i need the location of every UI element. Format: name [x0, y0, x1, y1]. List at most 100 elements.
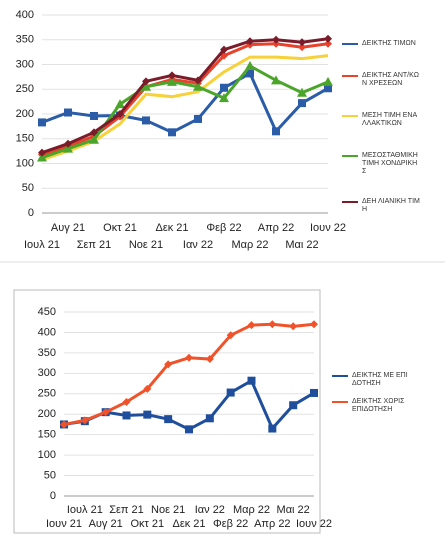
marker: [64, 139, 72, 148]
marker: [310, 320, 318, 329]
marker: [141, 81, 151, 91]
legend-entry: ΜΕΣΟΣΤΑΘΜΙΚΗ ΤΙΜΗ ΧΟΝΔΡΙΚΗΣ: [342, 152, 420, 176]
x-tick-label: Ιουν 21: [46, 518, 82, 530]
marker: [226, 388, 235, 397]
series-line: [41, 64, 329, 159]
legend-swatch: [342, 155, 358, 157]
legend-label: ΜΕΣΟΣΤΑΘΜΙΚΗ ΤΙΜΗ ΧΟΝΔΡΙΚΗΣ: [362, 152, 418, 175]
marker: [272, 35, 280, 44]
x-tick-label: Απρ 22: [254, 518, 290, 530]
y-tick-label: 300: [38, 367, 56, 379]
legend-entry: ΔΕΙΚΤΗΣ ΜΕ ΕΠΙΔΟΤΗΣΗ: [332, 372, 410, 388]
marker: [271, 75, 281, 85]
y-tick-label: 0: [28, 207, 34, 219]
marker: [324, 84, 332, 93]
legend-label: ΔΕΙΚΤΗΣ ΧΩΡΙΣ ΕΠΙΔΟΤΗΣΗ: [352, 398, 405, 413]
marker: [38, 118, 46, 127]
marker: [89, 134, 99, 144]
legend-entry: ΔΕΙΚΤΗΣ ΑΝΤ/ΚΩΝ ΧΡΕΣΕΩΝ: [342, 72, 420, 88]
y-tick-label: 200: [16, 108, 34, 120]
legend-swatch: [342, 115, 358, 117]
marker: [60, 420, 68, 429]
legend-entry: ΜΕΣΗ ΤΙΜΗ ΕΝΑΛΛΑΚΤΙΚΩΝ: [342, 112, 420, 128]
marker: [115, 99, 125, 109]
legend-label: ΔΕΗ ΛΙΑΝΙΚΗ ΤΙΜΗ: [362, 198, 420, 213]
marker: [90, 111, 98, 120]
y-tick-label: 50: [22, 182, 34, 194]
legend-label: ΔΕΙΚΤΗΣ ΤΙΜΩΝ: [362, 40, 416, 47]
marker: [194, 114, 202, 123]
marker: [247, 321, 256, 330]
y-tick-label: 200: [38, 408, 56, 420]
marker: [323, 76, 333, 86]
legend-swatch: [342, 43, 358, 45]
y-tick-label: 350: [38, 347, 56, 359]
marker: [205, 414, 214, 423]
x-tick-label: Ιουν 22: [296, 518, 332, 530]
marker: [164, 415, 173, 424]
marker: [64, 108, 72, 117]
y-tick-label: 150: [38, 429, 56, 441]
x-tick-label: Φεβ 22: [206, 222, 241, 234]
series-line: [63, 378, 315, 432]
marker: [246, 37, 254, 46]
marker: [272, 127, 280, 136]
x-tick-label: Οκτ 21: [103, 222, 137, 234]
marker: [142, 77, 150, 86]
legend-entry: ΔΕΙΚΤΗΣ ΤΙΜΩΝ: [342, 40, 420, 48]
y-tick-label: 50: [44, 469, 56, 481]
x-tick-label: Μαρ 22: [233, 504, 270, 516]
marker: [205, 355, 214, 364]
x-tick-label: Ιαν 22: [183, 239, 213, 251]
y-tick-label: 450: [38, 306, 56, 318]
marker: [226, 331, 235, 340]
marker: [185, 425, 193, 434]
marker: [220, 83, 228, 92]
legend-swatch: [332, 401, 348, 403]
x-tick-label: Αυγ 21: [51, 222, 85, 234]
legend-label: ΔΕΙΚΤΗΣ ΑΝΤ/ΚΩΝ ΧΡΕΣΕΩΝ: [362, 72, 420, 87]
marker: [122, 397, 131, 406]
marker: [289, 322, 298, 331]
marker: [168, 128, 176, 137]
x-tick-label: Μαρ 22: [231, 239, 268, 251]
marker: [324, 34, 332, 43]
series-line: [41, 71, 329, 135]
legend-swatch: [342, 75, 358, 77]
x-tick-label: Δεκ 21: [172, 518, 205, 530]
marker: [37, 152, 47, 162]
marker: [298, 43, 306, 52]
series-line: [41, 42, 329, 157]
y-tick-label: 0: [50, 490, 56, 502]
x-tick-label: Αυγ 21: [89, 518, 123, 530]
legend-label: ΜΕΣΗ ΤΙΜΗ ΕΝΑΛΛΑΚΤΙΚΩΝ: [362, 112, 418, 127]
y-tick-label: 100: [38, 449, 56, 461]
legend-swatch: [332, 375, 348, 377]
y-tick-label: 350: [16, 34, 34, 46]
x-tick-label: Μαι 22: [277, 504, 310, 516]
series-line: [41, 37, 329, 155]
marker: [193, 81, 203, 91]
marker: [168, 71, 176, 80]
legend-swatch: [342, 201, 358, 203]
x-tick-label: Ιουλ 21: [24, 239, 60, 251]
y-tick-label: 250: [38, 388, 56, 400]
x-tick-label: Δεκ 21: [155, 222, 188, 234]
marker: [63, 143, 73, 153]
legend-label: ΔΕΙΚΤΗΣ ΜΕ ΕΠΙΔΟΤΗΣΗ: [352, 372, 408, 387]
marker: [289, 401, 298, 410]
marker: [298, 99, 306, 108]
marker: [268, 320, 277, 329]
marker: [116, 110, 124, 118]
marker: [245, 60, 255, 70]
x-tick-label: Νοε 21: [151, 504, 185, 516]
y-tick-label: 100: [16, 157, 34, 169]
marker: [324, 39, 332, 48]
legend-entry: ΔΕΙΚΤΗΣ ΧΩΡΙΣ ΕΠΙΔΟΤΗΣΗ: [332, 398, 410, 414]
marker: [80, 416, 89, 425]
marker: [194, 76, 202, 85]
marker: [143, 410, 152, 419]
legend-entry: ΔΕΗ ΛΙΑΝΙΚΗ ΤΙΜΗ: [342, 198, 420, 214]
